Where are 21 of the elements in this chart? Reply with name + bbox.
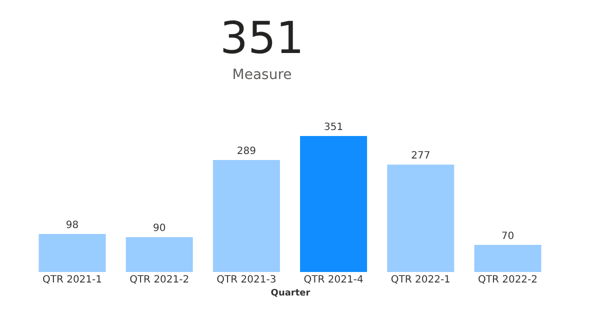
chart-subtitle: Measure — [232, 67, 292, 83]
x-axis-title: Quarter — [270, 288, 311, 298]
bar — [387, 164, 454, 272]
bar — [212, 160, 280, 272]
data-label: 277 — [411, 150, 430, 162]
x-tick-label: QTR 2021-1 — [42, 274, 102, 286]
data-label: 70 — [501, 230, 514, 242]
data-label: 90 — [152, 223, 166, 234]
data-label: 289 — [236, 146, 256, 158]
x-tick-label: QTR 2021-3 — [216, 274, 276, 286]
bar — [38, 234, 106, 272]
bar — [300, 136, 368, 272]
x-tick-label: QTR 2022-2 — [478, 274, 538, 286]
bar — [474, 244, 542, 272]
x-tick-label: QTR 2021-4 — [304, 274, 364, 286]
data-label: 98 — [66, 220, 79, 232]
x-tick-label: QTR 2021-2 — [130, 274, 190, 286]
bar — [126, 237, 193, 272]
data-label: 351 — [324, 122, 344, 133]
chart-title: 351 — [220, 13, 304, 64]
x-tick-label: QTR 2022-1 — [390, 274, 450, 286]
